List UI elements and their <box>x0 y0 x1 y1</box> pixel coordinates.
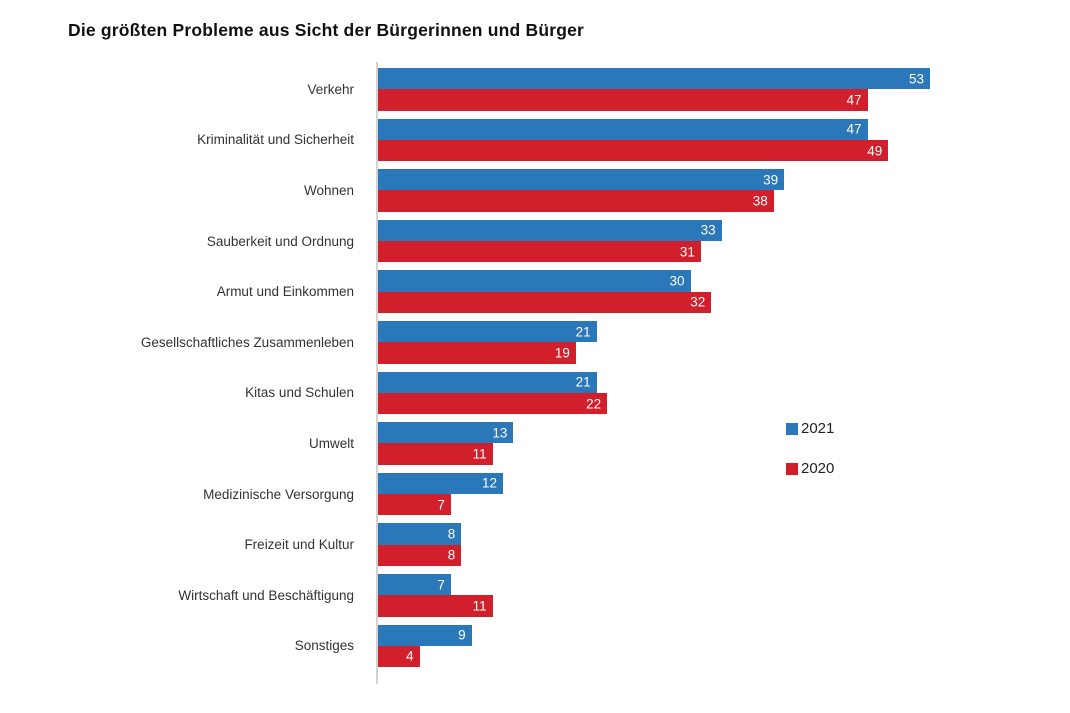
value-label: 21 <box>575 374 591 390</box>
value-label: 33 <box>700 222 716 238</box>
legend-swatch-2021-icon <box>786 422 798 435</box>
value-label: 13 <box>492 425 508 441</box>
bar-row: Armut und Einkommen 30 32 <box>0 270 1070 313</box>
category-label: Medizinische Versorgung <box>203 486 354 502</box>
category-label: Kitas und Schulen <box>245 385 354 401</box>
value-label: 11 <box>472 598 487 614</box>
bar-row: Kitas und Schulen 21 22 <box>0 371 1070 415</box>
bar-pair: 33 31 <box>378 219 1070 263</box>
bar-2021: 7 <box>378 573 451 596</box>
value-label: 32 <box>690 294 706 310</box>
value-label: 22 <box>586 395 602 411</box>
legend-item-2021: 2021 <box>786 421 834 436</box>
bar-2021: 9 <box>378 624 472 646</box>
bar-2020: 31 <box>378 241 701 263</box>
bar-pair: 21 19 <box>378 320 1070 364</box>
bar-2020: 38 <box>378 190 774 212</box>
bar-2020: 4 <box>378 645 420 668</box>
legend-item-2020: 2020 <box>786 461 834 476</box>
y-axis-line <box>376 62 378 684</box>
bar-row: Umwelt 13 11 <box>0 422 1070 465</box>
bar-2021: 47 <box>378 118 868 140</box>
legend-swatch-2020-icon <box>786 462 798 475</box>
bar-2020: 8 <box>378 544 462 566</box>
category-label: Kriminalität und Sicherheit <box>197 132 354 148</box>
value-label: 8 <box>447 526 456 542</box>
category-label: Freizeit und Kultur <box>244 537 354 553</box>
bar-pair: 47 49 <box>378 118 1070 162</box>
bar-chart: Verkehr 53 47 Kriminalität und Sicherheit 47… <box>0 68 1070 675</box>
value-label: 11 <box>472 446 487 462</box>
value-label: 47 <box>846 121 862 137</box>
bar-2020: 32 <box>378 291 712 313</box>
bar-pair: 13 11 <box>378 422 1070 465</box>
bar-2021: 12 <box>378 472 503 495</box>
value-label: 19 <box>554 345 570 361</box>
bar-row: Kriminalität und Sicherheit 47 49 <box>0 118 1070 162</box>
bar-pair: 12 7 <box>378 472 1070 516</box>
bar-row: Sauberkeit und Ordnung 33 31 <box>0 219 1070 263</box>
value-label: 21 <box>575 323 591 339</box>
bar-row: Gesellschaftliches Zusammenleben 21 19 <box>0 320 1070 364</box>
bar-2021: 8 <box>378 523 462 545</box>
bar-2020: 22 <box>378 392 608 415</box>
value-label: 4 <box>406 648 414 664</box>
bar-row: Wirtschaft und Beschäftigung 7 11 <box>0 573 1070 617</box>
bar-2020: 19 <box>378 342 576 364</box>
bar-row: Freizeit und Kultur 8 8 <box>0 523 1070 566</box>
bar-2020: 47 <box>378 89 868 111</box>
category-label: Gesellschaftliches Zusammenleben <box>140 334 354 350</box>
bar-2021: 30 <box>378 270 691 292</box>
value-label: 49 <box>867 142 883 158</box>
category-label: Verkehr <box>307 81 354 97</box>
bar-2020: 7 <box>378 494 451 516</box>
chart-title: Die größten Probleme aus Sicht der Bürge… <box>68 20 585 40</box>
bar-row: Verkehr 53 47 <box>0 68 1070 111</box>
value-label: 30 <box>669 273 685 289</box>
value-label: 12 <box>481 475 497 491</box>
bar-2021: 21 <box>378 320 597 343</box>
legend-label-2020: 2020 <box>801 460 835 477</box>
bar-2021: 33 <box>378 219 722 242</box>
value-label: 53 <box>908 70 924 86</box>
bar-pair: 7 11 <box>378 573 1070 617</box>
legend-label-2021: 2021 <box>801 420 835 437</box>
category-label: Sauberkeit und Ordnung <box>206 233 354 249</box>
bar-pair: 30 32 <box>378 270 1070 313</box>
value-label: 8 <box>447 547 456 563</box>
bar-2020: 49 <box>378 139 889 162</box>
category-label: Wirtschaft und Beschäftigung <box>178 587 354 603</box>
value-label: 38 <box>752 193 768 209</box>
bar-2021: 53 <box>378 68 930 90</box>
value-label: 7 <box>437 576 445 592</box>
bar-2021: 39 <box>378 169 785 191</box>
value-label: 31 <box>679 243 695 259</box>
category-label: Wohnen <box>303 182 354 198</box>
bar-row: Wohnen 39 38 <box>0 169 1070 212</box>
category-label: Umwelt <box>308 435 354 451</box>
value-label: 9 <box>458 627 466 643</box>
bar-pair: 39 38 <box>378 169 1070 212</box>
bar-2020: 11 <box>378 595 493 617</box>
legend: 2021 2020 <box>786 421 834 501</box>
category-label: Sonstiges <box>294 638 354 654</box>
value-label: 7 <box>437 496 445 512</box>
bar-row: Sonstiges 9 4 <box>0 624 1070 668</box>
value-label: 39 <box>763 172 779 188</box>
bar-pair: 53 47 <box>378 68 1070 111</box>
bar-row: Medizinische Versorgung 12 7 <box>0 472 1070 516</box>
value-label: 47 <box>846 92 862 108</box>
bar-2021: 21 <box>378 371 597 393</box>
bar-2021: 13 <box>378 422 514 444</box>
category-label: Armut und Einkommen <box>216 284 354 300</box>
bar-pair: 21 22 <box>378 371 1070 415</box>
bar-2020: 11 <box>378 443 493 465</box>
